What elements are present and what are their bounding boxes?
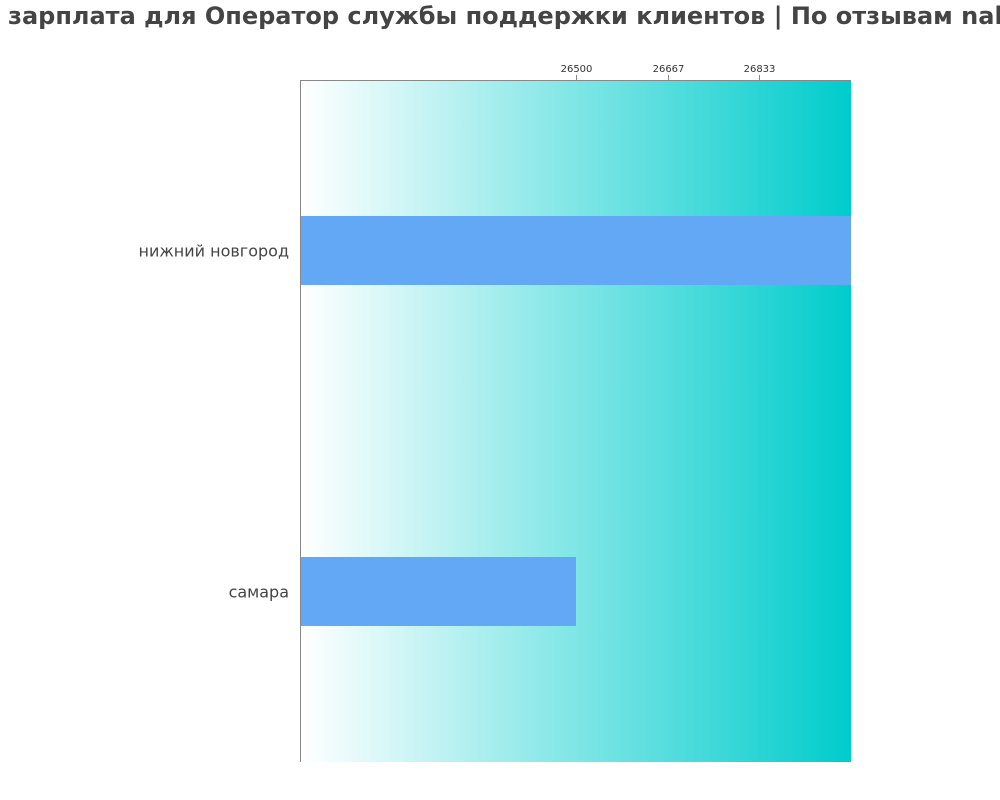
category-label-2: самара	[229, 583, 289, 602]
bar-2	[301, 557, 576, 626]
category-label-1: нижний новгород	[139, 242, 290, 261]
x-tick-label-3: 26833	[744, 64, 776, 75]
x-tick-label-2: 26667	[653, 64, 685, 75]
chart-title: зарплата для Оператор службы поддержки к…	[8, 2, 1000, 30]
plot-background	[301, 80, 851, 762]
x-tick-label-1: 26500	[561, 64, 593, 75]
bar-1	[301, 216, 851, 285]
